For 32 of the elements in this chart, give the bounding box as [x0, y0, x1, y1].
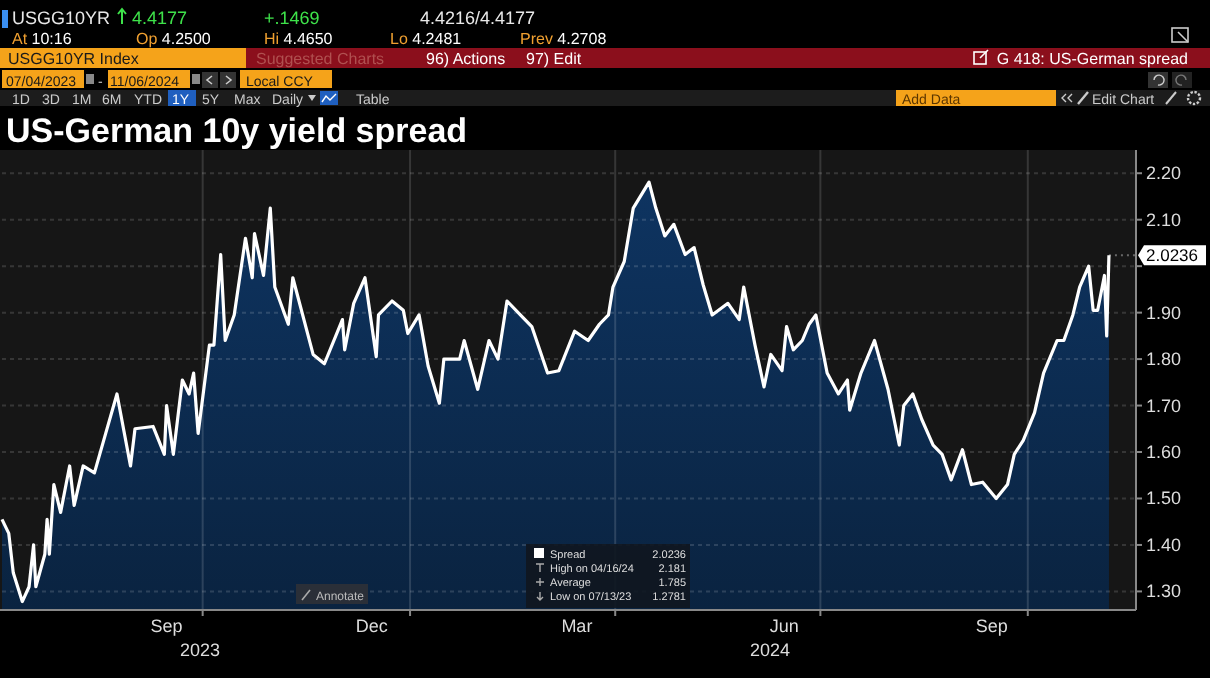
x-tick-label: Dec — [355, 616, 389, 636]
text: 4.4216/4.4177 — [420, 8, 536, 28]
x-tick-label: Mar — [561, 616, 593, 636]
text: Prev 4.2708 — [520, 30, 608, 48]
text: Lo 4.2481 — [390, 30, 463, 48]
text: 2023 — [179, 640, 221, 660]
y-tick-label: 1.60 — [1146, 442, 1182, 463]
y-tick-label: 2.20 — [1146, 163, 1182, 184]
y-tick-label: 1.70 — [1146, 395, 1182, 416]
text: USGG10YR — [12, 8, 112, 28]
text: +.1469 — [264, 8, 320, 28]
x-tick-label: Sep — [150, 616, 183, 636]
text: 2024 — [749, 640, 791, 660]
y-tick-label: 2.10 — [1146, 209, 1182, 230]
y-tick-label: 1.90 — [1146, 302, 1182, 323]
text: Suggested Charts — [256, 50, 385, 68]
text: At 10:16 — [12, 30, 73, 48]
x-tick-label: Jun — [769, 616, 799, 636]
chart-title: US-German 10y yield spread — [6, 112, 468, 150]
y-tick-label: 1.40 — [1146, 534, 1182, 555]
annotation: 2.0236 — [1146, 245, 1199, 266]
y-tick-label: 1.30 — [1146, 581, 1182, 602]
text: 96) Actions — [426, 50, 506, 68]
text: G 418: US-German spread — [996, 50, 1188, 68]
text: 97) Edit — [526, 50, 583, 68]
x-tick-label: Sep — [975, 616, 1008, 636]
text: Hi 4.4650 — [264, 30, 334, 48]
text: USGG10YR Index — [8, 50, 139, 68]
text: 4.4177 — [132, 8, 188, 28]
text: Op 4.2500 — [136, 30, 212, 48]
y-tick-label: 1.80 — [1146, 349, 1182, 370]
y-tick-label: 1.50 — [1146, 488, 1182, 509]
